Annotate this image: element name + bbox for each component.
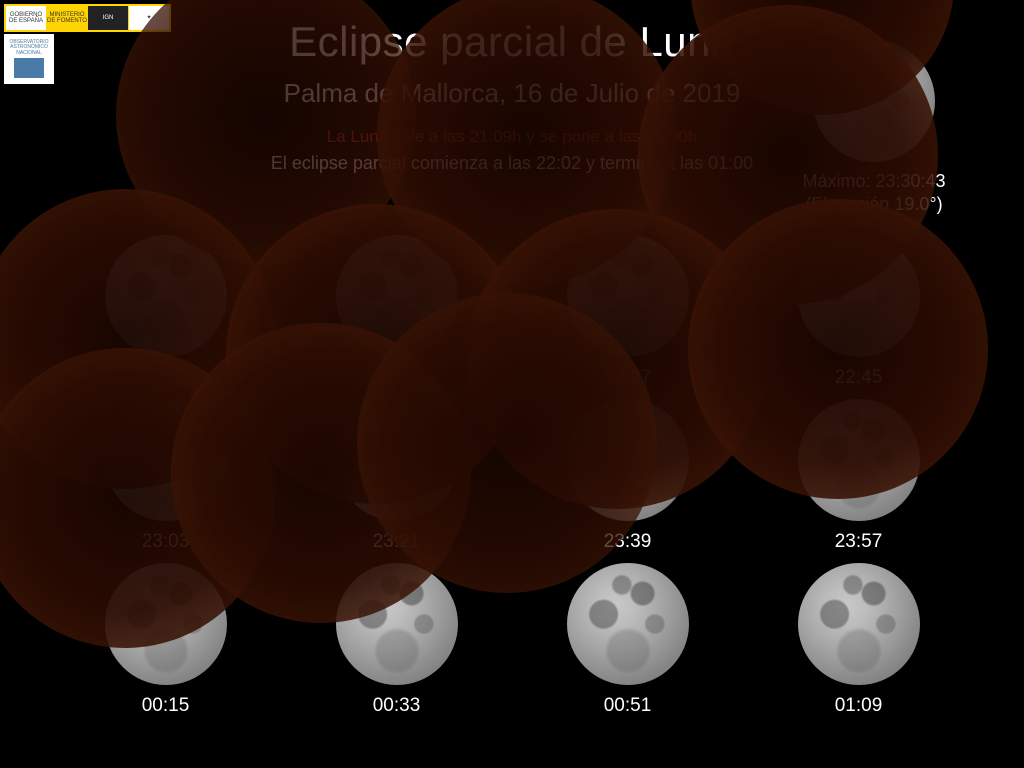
moon xyxy=(105,235,227,357)
phase-cell: 22:45 xyxy=(743,235,974,389)
phase-time-label: 00:15 xyxy=(142,695,190,717)
phase-cell: 21:51 xyxy=(50,235,281,389)
moon xyxy=(798,235,920,357)
phase-cell: 23:39 xyxy=(512,399,743,553)
maximum-time-label: Máximo: 23:30:43 xyxy=(784,170,964,193)
moon-disc xyxy=(798,563,920,685)
phase-grid: 21:51 22:09 22:27 22:45 23:03 23:21 23:39 23:57… xyxy=(0,235,1024,717)
moon xyxy=(336,399,458,521)
phase-cell: 22:27 xyxy=(512,235,743,389)
phase-cell: 22:09 xyxy=(281,235,512,389)
moon-disc xyxy=(105,235,227,357)
observatory-icon xyxy=(14,58,44,78)
obs-text-3: NACIONAL xyxy=(16,51,42,57)
phase-time-label: 22:27 xyxy=(604,367,652,389)
phase-time-label: 23:21 xyxy=(373,531,421,553)
phase-cell: 00:33 xyxy=(281,563,512,717)
phase-cell: 23:57 xyxy=(743,399,974,553)
phase-time-label: 22:45 xyxy=(835,367,883,389)
maximum-moon xyxy=(813,40,935,162)
phase-cell: 01:09 xyxy=(743,563,974,717)
moon-disc xyxy=(798,235,920,357)
moon xyxy=(105,399,227,521)
phase-time-label: 23:39 xyxy=(604,531,652,553)
moon xyxy=(567,563,689,685)
moon-disc xyxy=(105,563,227,685)
moon-disc xyxy=(336,563,458,685)
phase-time-label: 23:03 xyxy=(142,531,190,553)
moon xyxy=(567,235,689,357)
observatory-logo: OBSERVATORIO ASTRONÓMICO NACIONAL xyxy=(4,34,54,84)
moon-disc xyxy=(105,399,227,521)
maximum-phase-block: Máximo: 23:30:43 (Elevación 19.0°) xyxy=(784,40,964,217)
gov-logo-strip: GOBIERNO DE ESPAÑA MINISTERIO DE FOMENTO… xyxy=(4,4,171,32)
moon xyxy=(567,399,689,521)
phase-time-label: 00:33 xyxy=(373,695,421,717)
moon xyxy=(336,563,458,685)
phase-cell: 23:21 xyxy=(281,399,512,553)
phase-time-label: 21:51 xyxy=(142,367,190,389)
moon-disc xyxy=(567,235,689,357)
phase-cell: 00:51 xyxy=(512,563,743,717)
phase-time-label: 01:09 xyxy=(835,695,883,717)
gob-logo: GOBIERNO DE ESPAÑA xyxy=(6,6,46,30)
moon xyxy=(798,399,920,521)
moon-disc xyxy=(567,399,689,521)
moon-disc xyxy=(336,399,458,521)
min-logo: MINISTERIO DE FOMENTO xyxy=(47,6,87,30)
phase-cell: 23:03 xyxy=(50,399,281,553)
moon-disc xyxy=(336,235,458,357)
moon-disc xyxy=(813,40,935,162)
phase-time-label: 22:09 xyxy=(373,367,421,389)
phase-cell: 00:15 xyxy=(50,563,281,717)
moon-disc xyxy=(798,399,920,521)
moon xyxy=(105,563,227,685)
logo-block: GOBIERNO DE ESPAÑA MINISTERIO DE FOMENTO… xyxy=(4,4,171,84)
moon-disc xyxy=(567,563,689,685)
extra-logo: ✦ xyxy=(129,6,169,30)
ign-logo: IGN xyxy=(88,6,128,30)
moon xyxy=(336,235,458,357)
moon xyxy=(798,563,920,685)
phase-time-label: 00:51 xyxy=(604,695,652,717)
maximum-elevation-label: (Elevación 19.0°) xyxy=(784,193,964,216)
phase-time-label: 23:57 xyxy=(835,531,883,553)
